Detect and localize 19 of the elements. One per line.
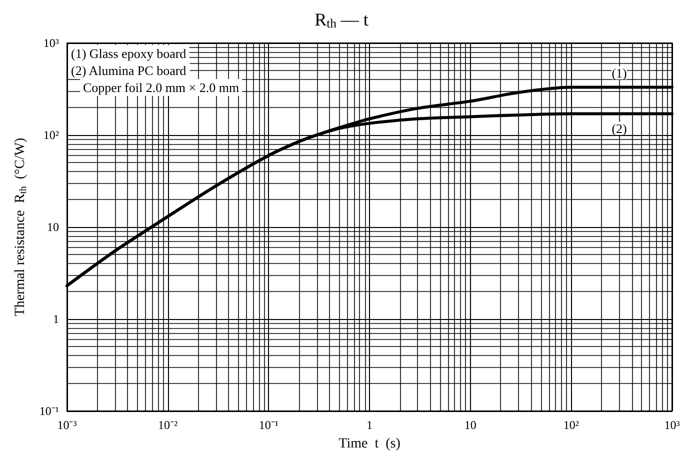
x-axis-title: Time t (s) [338,436,401,452]
x-tick-label: 10 [464,418,476,432]
x-tick-label: 10⁻² [158,418,178,432]
annotation: Copper foil 2.0 mm × 2.0 mm [83,80,240,95]
annotation: (2) Alumina PC board [71,63,187,78]
x-tick-label: 10⁻³ [57,418,78,432]
y-tick-label: 10² [43,128,60,142]
annotation: (1) Glass epoxy board [71,46,187,61]
x-tick-label: 10² [563,418,580,432]
x-tick-label: 1 [366,418,372,432]
series-label: (2) [612,120,627,136]
y-tick-label: 10 [47,220,59,234]
y-tick-label: 10³ [43,36,60,50]
x-tick-label: 10⁻¹ [258,418,279,432]
series-label: (1) [612,65,627,80]
y-tick-label: 1 [53,312,59,326]
x-tick-label: 10³ [664,418,680,432]
y-axis-title: Thermal resistance Rth (°C/W) [12,137,29,316]
y-tick-label: 10⁻¹ [39,404,60,418]
